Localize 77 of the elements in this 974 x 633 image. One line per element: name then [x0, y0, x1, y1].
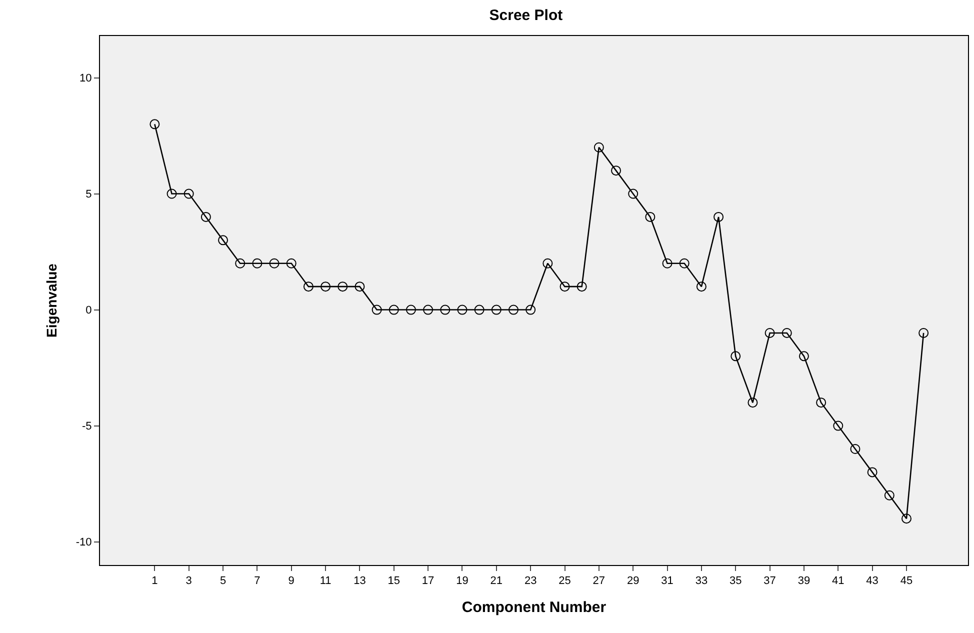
x-tick-label: 17 [422, 575, 434, 588]
x-tick-label: 1 [152, 575, 158, 588]
x-tick-label: 23 [524, 575, 537, 588]
point [303, 282, 314, 292]
point [320, 282, 331, 292]
x-tick-label: 43 [866, 575, 878, 588]
point [730, 351, 741, 362]
point [166, 188, 177, 199]
point [867, 467, 878, 478]
point [696, 282, 706, 292]
point [918, 328, 929, 338]
point [901, 514, 912, 524]
x-tick-label: 9 [288, 575, 294, 588]
point [423, 304, 434, 315]
point [662, 258, 672, 268]
point [457, 304, 468, 315]
y-axis-title: Eigenvalue [43, 263, 60, 338]
x-tick-label: 7 [254, 575, 260, 588]
point [491, 304, 502, 315]
point [526, 304, 536, 315]
point [508, 304, 518, 315]
point [406, 304, 416, 315]
point [645, 212, 656, 222]
point [440, 304, 450, 315]
point [338, 282, 348, 292]
y-tick-label: 5 [86, 188, 92, 201]
point [850, 444, 860, 454]
point [354, 282, 365, 292]
point [764, 328, 775, 338]
x-tick-label: 13 [354, 575, 366, 588]
x-tick-label: 21 [490, 575, 503, 588]
y-tick-label: -5 [82, 420, 92, 433]
point [388, 304, 399, 315]
point [576, 282, 587, 292]
point [269, 258, 280, 268]
x-tick-label: 25 [558, 575, 571, 588]
point [816, 398, 826, 408]
point [372, 304, 382, 315]
point [782, 328, 792, 338]
y-tick-label: -10 [76, 536, 92, 549]
y-tick-label: 10 [80, 72, 92, 85]
point [833, 420, 844, 431]
point [150, 119, 160, 130]
x-tick-label: 27 [592, 575, 606, 588]
x-tick-label: 5 [220, 575, 226, 588]
point [560, 282, 570, 292]
x-tick-label: 19 [456, 575, 468, 588]
point [200, 212, 211, 222]
point [611, 166, 622, 176]
point [474, 304, 484, 315]
x-tick-label: 35 [729, 575, 742, 588]
chart-title: Scree Plot [489, 6, 563, 24]
point [679, 258, 690, 268]
x-tick-label: 29 [626, 575, 640, 588]
point [286, 258, 296, 268]
point [884, 490, 894, 500]
x-tick-label: 3 [186, 575, 192, 588]
x-axis-title: Component Number [462, 599, 606, 616]
x-tick-label: 11 [320, 575, 332, 588]
y-tick-label: 0 [86, 304, 92, 317]
x-tick-label: 39 [798, 575, 810, 588]
point [252, 258, 262, 268]
point [184, 188, 194, 199]
point [594, 142, 604, 152]
x-tick-label: 37 [764, 575, 776, 588]
x-tick-label: 15 [388, 575, 400, 588]
x-tick-label: 45 [900, 575, 913, 588]
x-tick-label: 31 [661, 575, 674, 588]
x-tick-label: 41 [832, 575, 844, 588]
x-tick-label: 33 [695, 575, 708, 588]
point [542, 258, 553, 268]
point [628, 188, 638, 199]
point [235, 258, 246, 268]
point [218, 235, 228, 246]
point [748, 398, 758, 408]
point [714, 212, 724, 222]
point [798, 351, 809, 362]
